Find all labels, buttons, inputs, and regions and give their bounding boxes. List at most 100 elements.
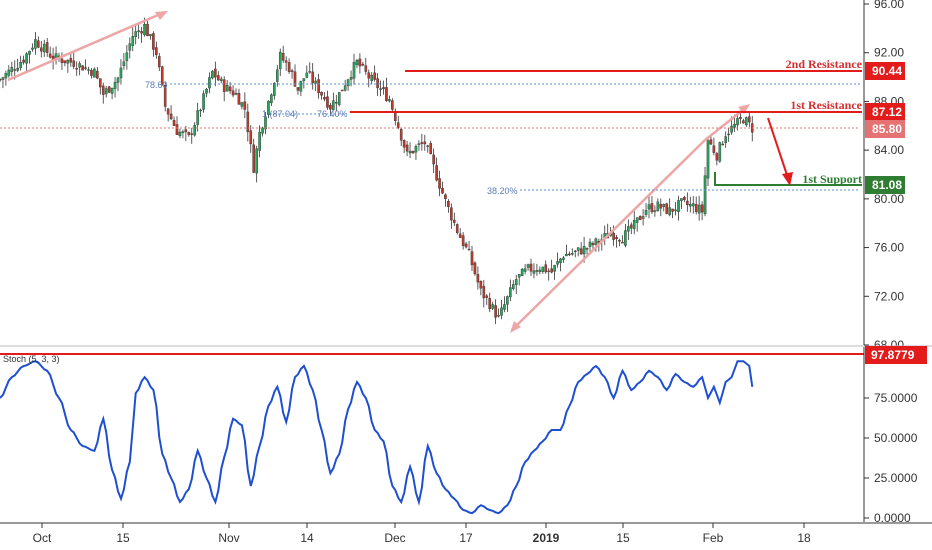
candle-body	[370, 74, 374, 81]
candle-body	[166, 108, 170, 115]
candle-body	[358, 58, 362, 67]
candle-body	[464, 243, 468, 248]
candle-body	[391, 100, 394, 110]
stoch-panel: Stoch (5, 3, 3) 75.0000 50.0000 25.0000 0.0…	[0, 346, 927, 525]
candle-body	[659, 204, 663, 209]
candle-body	[733, 123, 736, 128]
candle-body	[467, 248, 471, 251]
candle-body	[500, 307, 503, 316]
candle-body	[547, 270, 550, 273]
candle-body	[573, 250, 577, 253]
price-tick-label: 96.00	[874, 0, 904, 11]
candle-body	[514, 279, 518, 286]
candle-body	[541, 266, 545, 272]
candle-body	[662, 203, 666, 208]
candle-body	[72, 60, 76, 67]
candle-body	[706, 140, 710, 179]
candle-body	[199, 109, 202, 112]
candle-body	[276, 69, 279, 82]
time-tick-label: 18	[797, 531, 811, 545]
candle-body	[16, 67, 20, 71]
candle-body	[635, 217, 639, 223]
resistance1-tag	[865, 103, 905, 121]
candle-body	[517, 274, 521, 278]
candle-body	[234, 92, 238, 95]
candle-body	[399, 128, 403, 141]
support1-tag	[865, 176, 905, 194]
candle-body	[299, 80, 303, 92]
projection-arrow	[767, 117, 789, 179]
candle-body	[653, 210, 657, 212]
candle-body	[529, 263, 533, 272]
candle-body	[721, 143, 725, 146]
candle-body	[246, 111, 250, 133]
candle-body	[208, 77, 211, 89]
candle-body	[293, 71, 297, 87]
candle-body	[128, 43, 132, 51]
candle-body	[287, 62, 291, 72]
candle-body	[585, 248, 589, 250]
candle-body	[703, 175, 707, 215]
candle-body	[641, 216, 645, 219]
candle-body	[190, 133, 194, 135]
resistance2-tag-text: 90.44	[872, 64, 902, 78]
candle-body	[388, 99, 391, 102]
candle-body	[742, 120, 745, 124]
trend-arrow-up-left	[7, 10, 166, 82]
candle-body	[332, 100, 335, 110]
candle-body	[90, 69, 93, 76]
candle-body	[187, 132, 191, 135]
candle-body	[284, 60, 288, 63]
candle-body	[632, 220, 636, 229]
candle-body	[34, 39, 37, 49]
candle-body	[745, 117, 748, 126]
candle-body	[131, 36, 135, 46]
price-tick-label: 92.00	[874, 46, 904, 60]
candle-body	[19, 62, 22, 69]
candle-body	[432, 154, 435, 165]
candle-body	[281, 53, 285, 61]
candle-body	[93, 68, 96, 78]
candle-body	[222, 79, 226, 92]
candle-body	[75, 68, 78, 70]
candle-body	[60, 58, 64, 63]
candle-body	[447, 200, 450, 207]
candle-body	[264, 116, 267, 130]
candle-body	[739, 116, 742, 119]
candle-body	[411, 151, 415, 154]
candle-body	[308, 71, 312, 73]
candle-body	[562, 257, 565, 260]
candle-body	[214, 68, 217, 78]
candle-body	[724, 136, 727, 144]
candle-body	[694, 204, 698, 212]
candle-body	[155, 47, 158, 56]
candle-body	[181, 131, 185, 133]
candle-body	[255, 148, 258, 174]
candle-body	[550, 268, 553, 273]
candle-body	[506, 296, 509, 305]
candle-body	[25, 53, 28, 64]
candle-body	[96, 70, 99, 79]
candle-body	[337, 92, 341, 105]
candle-body	[730, 125, 733, 133]
candle-body	[450, 207, 453, 221]
candle-body	[488, 298, 492, 310]
candle-body	[438, 178, 441, 189]
fib-label-38-20: 38.20%	[487, 186, 518, 196]
support1-label: 1st Support	[802, 172, 862, 186]
candle-body	[149, 34, 152, 37]
candle-body	[588, 241, 592, 247]
candle-body	[565, 253, 568, 257]
candle-body	[134, 31, 138, 38]
candle-body	[335, 101, 338, 104]
candle-body	[408, 150, 412, 154]
candle-body	[122, 61, 126, 66]
candle-body	[647, 204, 651, 210]
candle-body	[423, 141, 427, 145]
candle-body	[349, 77, 353, 80]
candle-body	[228, 86, 232, 92]
resistance2-label: 2nd Resistance	[786, 57, 863, 71]
candle-body	[382, 87, 385, 90]
candle-body	[1, 77, 5, 80]
